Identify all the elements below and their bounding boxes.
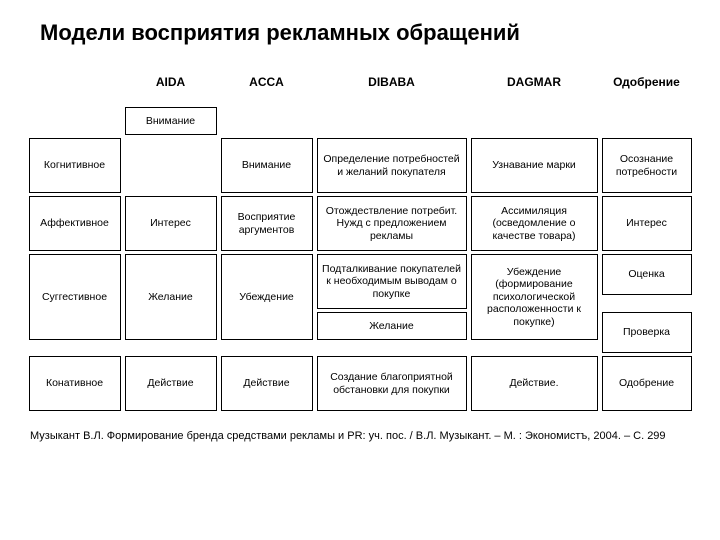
cell-acca-conviction: Убеждение	[221, 254, 313, 340]
cell-empty	[221, 107, 313, 135]
citation-text: Музыкант В.Л. Формирование бренда средст…	[30, 429, 690, 443]
cell-dibaba-push: Подталкивание покупателей к необходимым …	[317, 254, 467, 309]
cell-approval-approval: Одобрение	[602, 356, 692, 411]
model-table: AIDA ACCA DIBABA DAGMAR Одобрение Вниман…	[30, 71, 690, 414]
header-approval: Одобрение	[602, 71, 692, 107]
cell-dagmar-action: Действие.	[471, 356, 598, 411]
cell-suggestive: Суггестивное	[29, 254, 121, 340]
cell-empty	[471, 107, 598, 135]
header-acca: ACCA	[221, 71, 313, 107]
cell-affective: Аффективное	[29, 196, 121, 251]
cell-dagmar-assimilation: Ассимиляция (осведомление о качестве тов…	[471, 196, 598, 251]
cell-aida-action: Действие	[125, 356, 217, 411]
cell-aida-attention: Внимание	[125, 107, 217, 135]
cell-acca-action: Действие	[221, 356, 313, 411]
cell-dibaba-needs: Определение потребностей и желаний покуп…	[317, 138, 467, 193]
cell-acca-attention: Внимание	[221, 138, 313, 193]
cell-approval-evaluation: Оценка	[602, 254, 692, 295]
cell-dibaba-identification: Отождествление потребит. Нужд с предложе…	[317, 196, 467, 251]
header-aida: AIDA	[125, 71, 217, 107]
header-col0	[29, 71, 121, 107]
cell-approval-check: Проверка	[602, 312, 692, 353]
cell-dibaba-desire: Желание	[317, 312, 467, 340]
cell-dagmar-recognition: Узнавание марки	[471, 138, 598, 193]
page-title: Модели восприятия рекламных обращений	[40, 20, 690, 46]
cell-conative: Конативное	[29, 356, 121, 411]
header-dibaba: DIBABA	[317, 71, 467, 107]
cell-dibaba-favorable: Создание благоприятной обстановки для по…	[317, 356, 467, 411]
cell-empty	[602, 107, 692, 135]
cell-aida-interest: Интерес	[125, 196, 217, 251]
cell-empty	[29, 107, 121, 135]
cell-dagmar-conviction: Убеждение (формирование психологической …	[471, 254, 598, 340]
cell-empty	[125, 138, 217, 193]
cell-acca-perception: Восприятие аргументов	[221, 196, 313, 251]
cell-aida-desire: Желание	[125, 254, 217, 340]
cell-empty	[317, 107, 467, 135]
cell-approval-interest: Интерес	[602, 196, 692, 251]
cell-approval-awareness: Осознание потребности	[602, 138, 692, 193]
cell-cognitive: Когнитивное	[29, 138, 121, 193]
header-dagmar: DAGMAR	[471, 71, 598, 107]
